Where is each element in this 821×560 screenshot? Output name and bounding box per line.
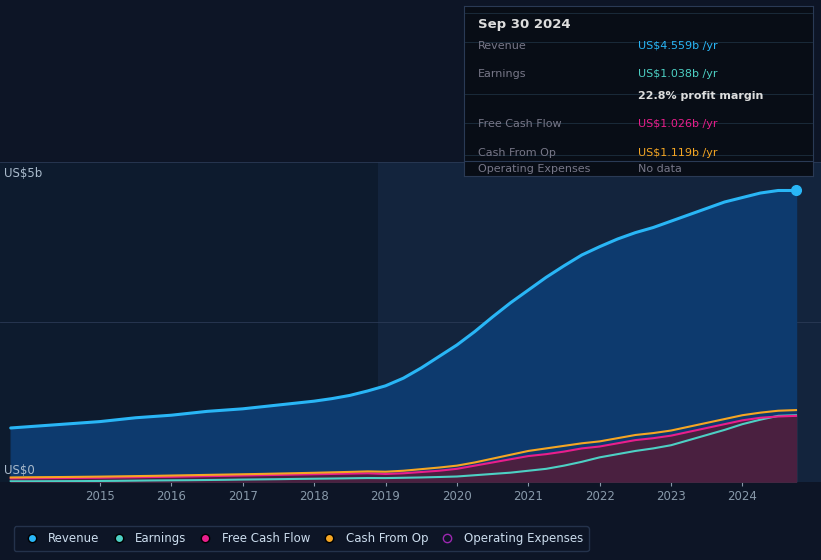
Text: Free Cash Flow: Free Cash Flow	[478, 119, 562, 129]
Text: 22.8% profit margin: 22.8% profit margin	[639, 91, 764, 101]
Bar	[378, 162, 821, 482]
Text: US$1.026b /yr: US$1.026b /yr	[639, 119, 718, 129]
Text: No data: No data	[639, 164, 682, 174]
Text: Earnings: Earnings	[478, 69, 526, 80]
Text: US$0: US$0	[4, 464, 34, 477]
Legend: Revenue, Earnings, Free Cash Flow, Cash From Op, Operating Expenses: Revenue, Earnings, Free Cash Flow, Cash …	[14, 526, 589, 551]
Text: US$4.559b /yr: US$4.559b /yr	[639, 41, 718, 51]
Text: Revenue: Revenue	[478, 41, 526, 51]
Text: US$5b: US$5b	[4, 167, 43, 180]
Text: US$1.119b /yr: US$1.119b /yr	[639, 148, 718, 158]
Text: US$1.038b /yr: US$1.038b /yr	[639, 69, 718, 80]
Text: Cash From Op: Cash From Op	[478, 148, 556, 158]
Text: Operating Expenses: Operating Expenses	[478, 164, 590, 174]
Text: Sep 30 2024: Sep 30 2024	[478, 18, 571, 31]
